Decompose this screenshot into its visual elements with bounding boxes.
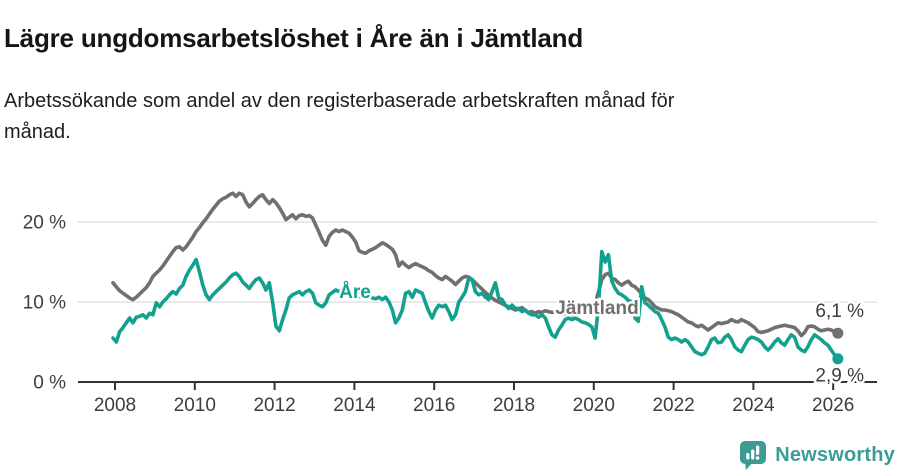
jamtland-end-value-label: 6,1 % (815, 301, 864, 322)
x-axis-label: 2010 (174, 395, 216, 416)
brand-footer: Newsworthy (739, 440, 895, 470)
newsworthy-logo-icon (740, 441, 767, 470)
x-axis-label: 2008 (94, 395, 136, 416)
are-series-label: Åre (339, 282, 371, 303)
page-title: Lägre ungdomsarbetslöshet i Åre än i Jäm… (4, 23, 584, 54)
x-axis-label: 2012 (253, 395, 295, 416)
are-end-value-label: 2,9 % (815, 365, 864, 386)
y-axis-label: 0 % (33, 373, 66, 394)
are-line (111, 249, 840, 361)
y-axis-label: 20 % (23, 213, 66, 234)
x-axis-label: 2020 (573, 395, 615, 416)
x-axis-label: 2018 (493, 395, 535, 416)
are-end-dot (832, 353, 844, 365)
line-chart: 2008 2010 2012 2014 2016 2018 2020 2022 2024 2026… (23, 191, 877, 416)
chart-subtitle: Arbetssökande som andel av den registerb… (4, 90, 675, 143)
brand-name: Newsworthy (775, 443, 895, 466)
jamtland-line (111, 191, 840, 338)
y-axis-label: 10 % (23, 293, 66, 314)
jamtland-series-label: Jämtland (555, 298, 638, 319)
x-axis-label: 2014 (333, 395, 376, 416)
jamtland-end-dot (832, 327, 844, 339)
x-axis-label: 2016 (413, 395, 455, 416)
x-axis-label: 2024 (732, 395, 775, 416)
x-axis-label: 2022 (652, 395, 694, 416)
x-axis-label: 2026 (812, 395, 854, 416)
